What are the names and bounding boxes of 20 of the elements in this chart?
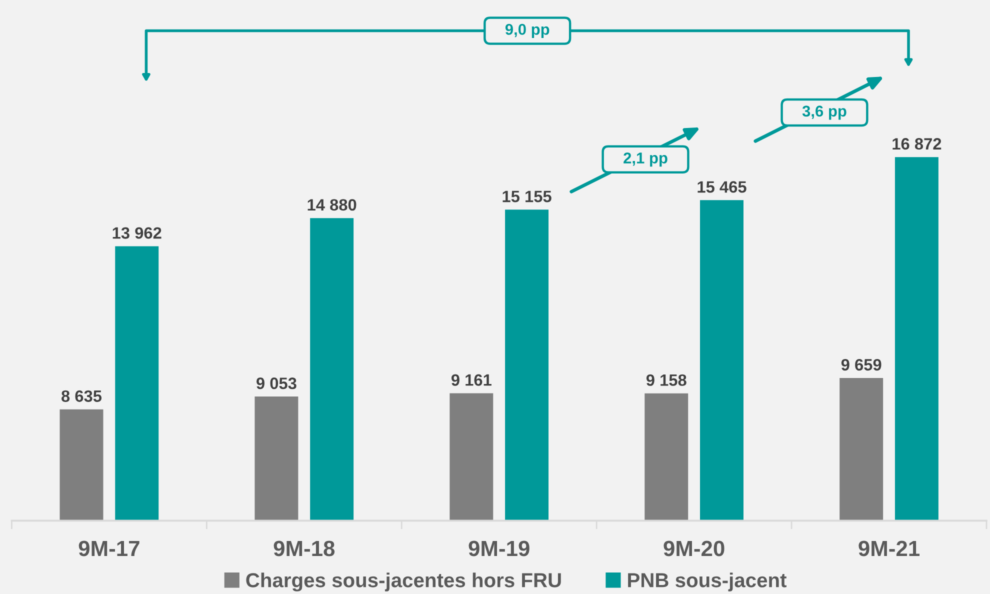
data-label: 14 880 [308, 199, 356, 211]
legend-label: PNB sous-jacent [628, 572, 787, 592]
data-label: 8 635 [62, 390, 102, 402]
data-label: 9 053 [256, 378, 296, 390]
data-label: 16 872 [892, 138, 942, 150]
data-label: 9 161 [451, 374, 492, 386]
annotation: 9,0 pp [505, 24, 550, 38]
data-label: 9 158 [646, 374, 686, 386]
annotation: 2,1 pp [624, 152, 668, 167]
data-label: 15 465 [698, 181, 746, 193]
legend-label: Charges sous-jacentes hors FRU [246, 572, 561, 592]
data-label: 13 962 [112, 227, 162, 239]
data-label: 15 155 [502, 190, 552, 202]
x-tick-label: 9M-21 [858, 540, 920, 556]
x-tick-label: 9M-17 [78, 540, 140, 556]
x-tick-label: 9M-18 [274, 540, 335, 556]
x-tick-label: 9M-19 [468, 540, 530, 556]
data-label: 9 659 [841, 358, 882, 371]
annotation: 3,6 pp [802, 106, 846, 120]
x-tick-label: 9M-20 [664, 540, 724, 556]
